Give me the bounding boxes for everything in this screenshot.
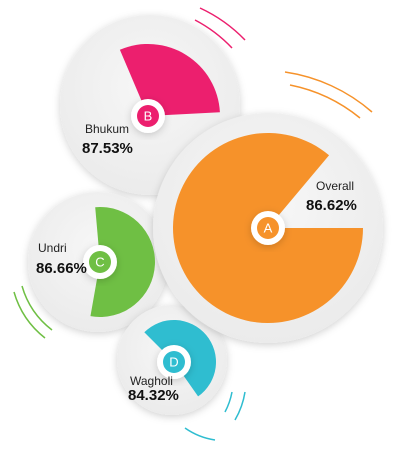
- label-name: Wagholi: [130, 374, 173, 388]
- label-name: Bhukum: [85, 122, 129, 136]
- label-name: Undri: [38, 241, 67, 255]
- label-value: 84.32%: [128, 387, 179, 404]
- badge: [89, 251, 111, 273]
- badge: [137, 105, 159, 127]
- badge-letter: B: [144, 109, 153, 124]
- badge: [257, 217, 279, 239]
- label-value: 86.66%: [36, 260, 87, 277]
- label-value: 86.62%: [306, 197, 357, 214]
- badge-letter: C: [95, 255, 104, 270]
- badge-letter: A: [264, 221, 273, 236]
- badge: [163, 351, 185, 373]
- wedge: [90, 207, 155, 317]
- label-name: Overall: [316, 179, 354, 193]
- badge-letter: D: [169, 355, 178, 370]
- decor-arcs: [13, 7, 373, 441]
- wedge: [119, 44, 220, 117]
- label-value: 87.53%: [82, 140, 133, 157]
